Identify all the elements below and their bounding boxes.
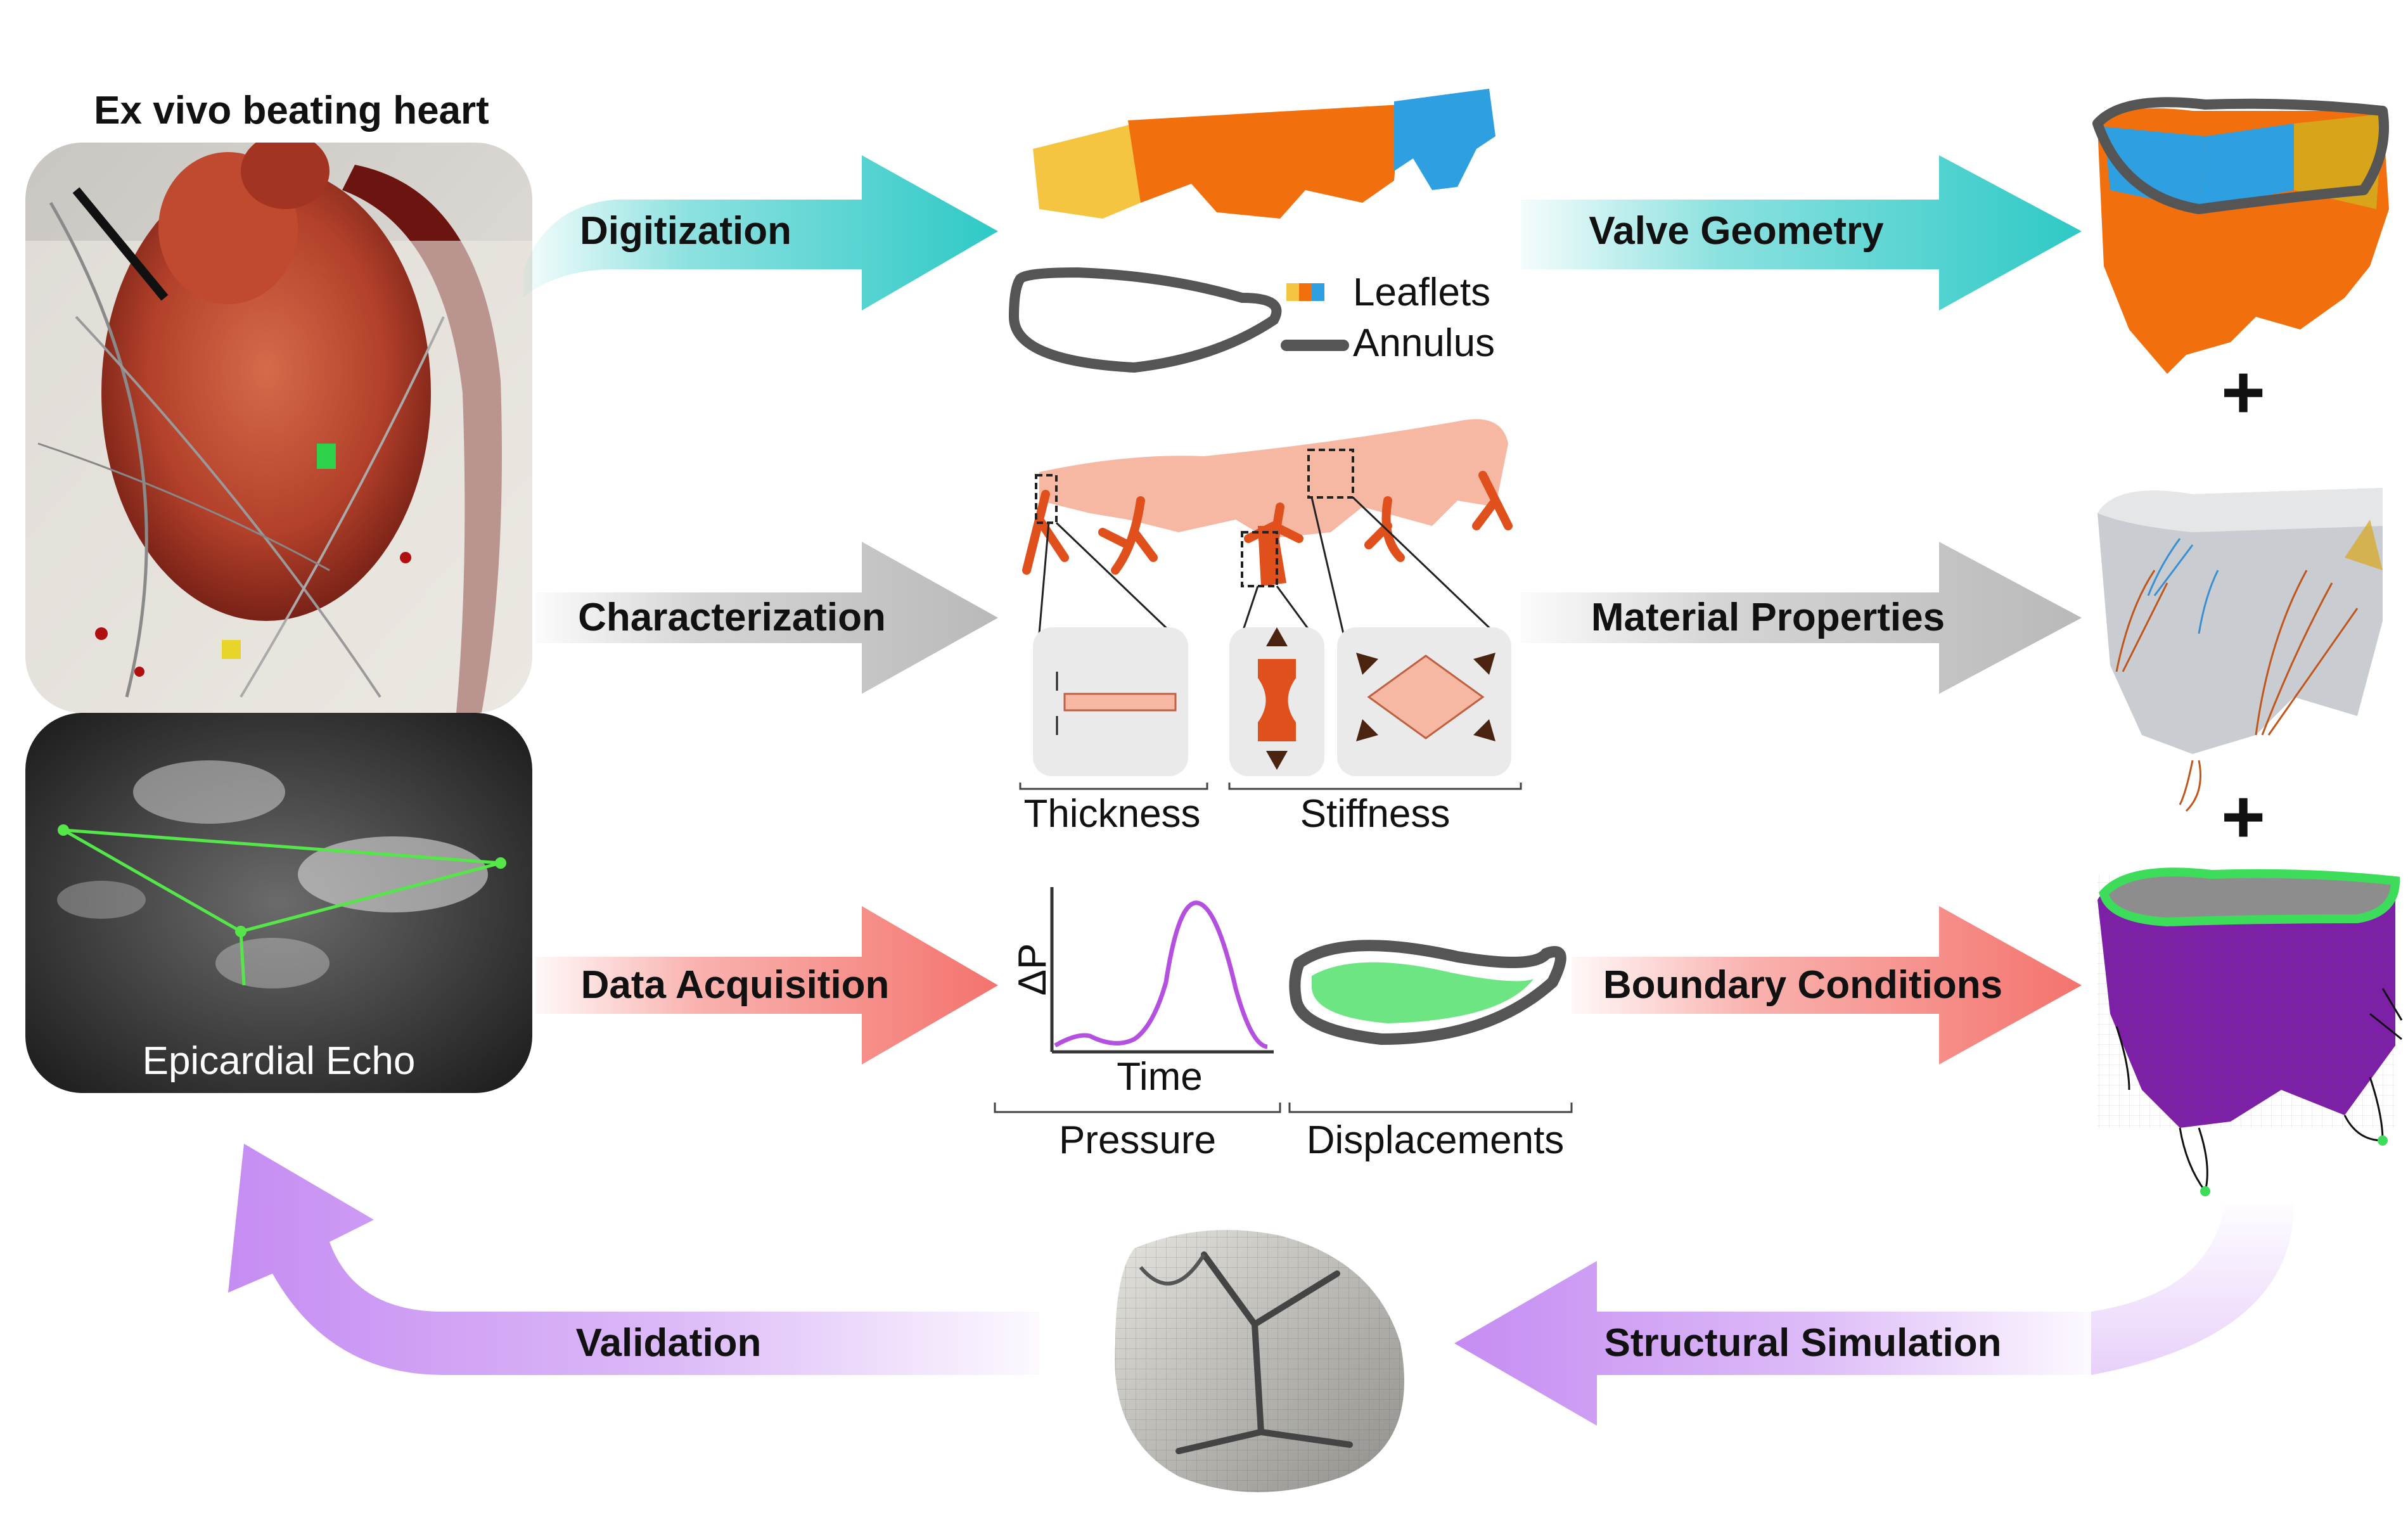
plus-sign-1: + bbox=[2221, 350, 2265, 435]
displacement-annulus bbox=[1289, 940, 1566, 1046]
validation-label: Validation bbox=[576, 1321, 762, 1365]
structural-simulation-arrow: Structural Simulation bbox=[1454, 1261, 2091, 1426]
characterization-label: Characterization bbox=[578, 596, 886, 639]
annulus-geometry bbox=[1008, 267, 1282, 373]
legend: Leaflets Annulus bbox=[1281, 271, 1495, 365]
valve-geometry-label: Valve Geometry bbox=[1589, 209, 1884, 253]
digitization-arrow: Digitization bbox=[523, 155, 998, 310]
biaxial-test bbox=[1337, 627, 1511, 776]
boundary-model bbox=[2097, 867, 2403, 1196]
delta-p-label: ΔP bbox=[1011, 943, 1054, 996]
valve-geometry-model bbox=[2092, 97, 2389, 374]
data-acquisition-label: Data Acquisition bbox=[581, 963, 890, 1007]
pressure-plot: ΔP Time bbox=[1011, 887, 1274, 1099]
thickness-test bbox=[1033, 627, 1188, 776]
material-model bbox=[2097, 488, 2383, 812]
structural-simulation-label: Structural Simulation bbox=[1604, 1321, 2002, 1365]
echo-label: Epicardial Echo bbox=[143, 1039, 416, 1083]
legend-annulus-label: Annulus bbox=[1353, 321, 1495, 365]
simulated-valve-mesh bbox=[1115, 1230, 1404, 1492]
panel-title: Ex vivo beating heart bbox=[94, 89, 489, 132]
stiffness-label: Stiffness bbox=[1300, 792, 1451, 836]
legend-leaflets-label: Leaflets bbox=[1353, 271, 1490, 314]
legend-leaflets-swatch bbox=[1286, 283, 1299, 301]
data-acquisition-arrow: Data Acquisition bbox=[535, 906, 998, 1065]
left-panel: Ex vivo beating heart bbox=[25, 89, 532, 1093]
echo-image bbox=[25, 713, 532, 1093]
time-label: Time bbox=[1117, 1055, 1202, 1099]
validation-arrow: Validation bbox=[228, 1144, 1039, 1375]
thickness-label: Thickness bbox=[1023, 792, 1200, 836]
uniaxial-test bbox=[1229, 627, 1324, 776]
displacements-label: Displacements bbox=[1307, 1118, 1565, 1162]
plus-sign-2: + bbox=[2221, 774, 2265, 859]
material-properties-arrow: Material Properties bbox=[1521, 542, 2082, 694]
tissue-chordae-illustration bbox=[1022, 419, 1513, 635]
pressure-label: Pressure bbox=[1059, 1118, 1216, 1162]
boundary-conditions-arrow: Boundary Conditions bbox=[1572, 906, 2082, 1065]
simulation-arc bbox=[2091, 1204, 2294, 1375]
boundary-conditions-label: Boundary Conditions bbox=[1603, 963, 2002, 1007]
material-properties-label: Material Properties bbox=[1591, 596, 1945, 639]
characterization-arrow: Characterization bbox=[535, 542, 998, 694]
leaflet-geometry bbox=[1033, 89, 1495, 219]
digitization-label: Digitization bbox=[580, 209, 791, 253]
valve-geometry-arrow: Valve Geometry bbox=[1521, 155, 2082, 310]
heart-photo bbox=[25, 143, 532, 713]
